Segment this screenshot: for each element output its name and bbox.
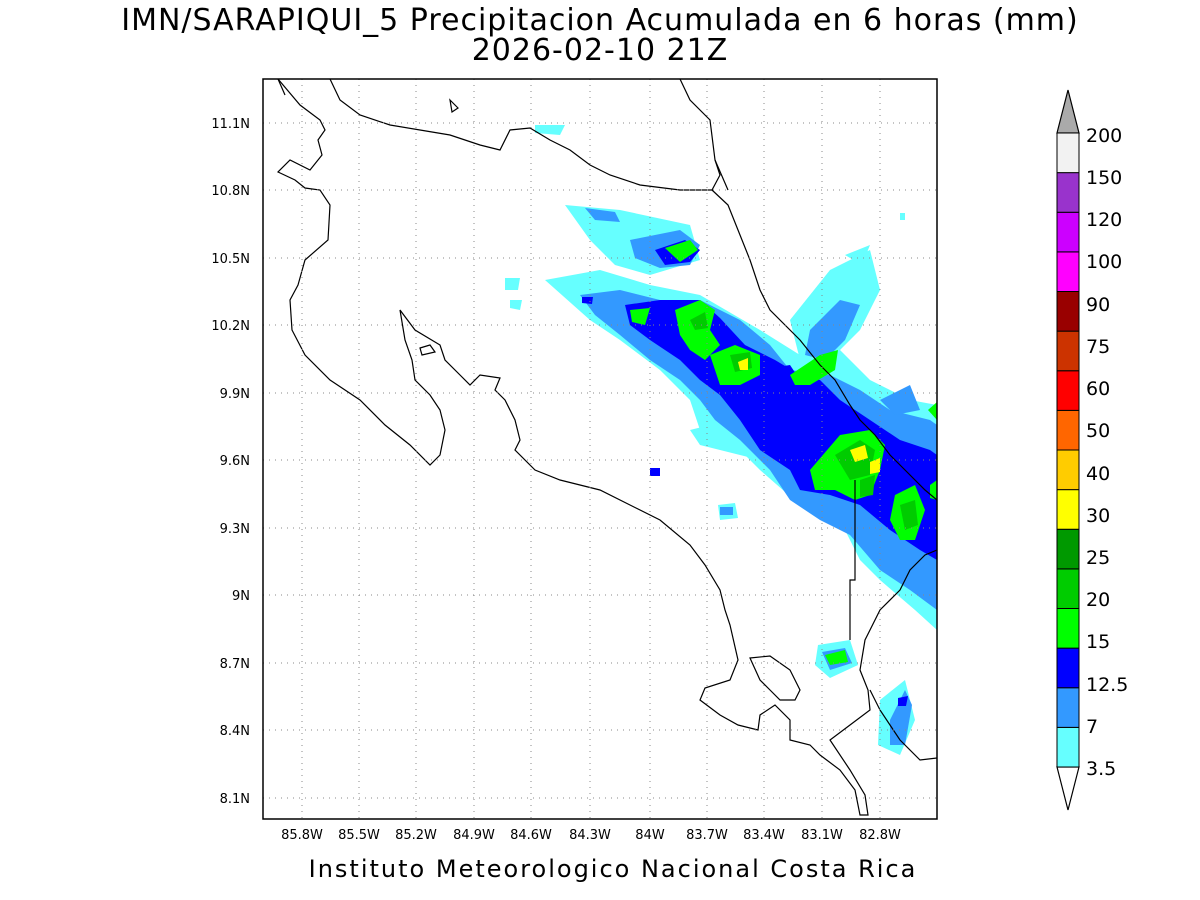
- lat-tick-label: 8.4N: [220, 724, 250, 739]
- colorbar-bottom-arrow: [1056, 766, 1080, 811]
- colorbar-label: 75: [1086, 336, 1110, 358]
- colorbar-label: 7: [1086, 716, 1098, 738]
- colorbar-swatch: [1056, 647, 1080, 689]
- colorbar-swatch: [1056, 528, 1080, 570]
- lat-tick-label: 8.7N: [220, 657, 250, 672]
- colorbar-label: 30: [1086, 505, 1110, 527]
- lat-tick-label: 9N: [232, 589, 250, 604]
- precipitation-field: [505, 125, 937, 755]
- colorbar-swatch: [1056, 251, 1080, 292]
- coastline: [276, 79, 937, 816]
- lon-tick-label: 84.6W: [510, 828, 552, 843]
- lon-tick-label: 82.8W: [859, 828, 901, 843]
- colorbar-swatch: [1056, 568, 1080, 609]
- lat-tick-label: 10.8N: [211, 184, 250, 199]
- latitude-labels: 11.1N 10.8N 10.5N 10.2N 9.9N 9.6N 9.3N 9…: [211, 117, 250, 807]
- colorbar-label: 40: [1086, 463, 1110, 485]
- colorbar-label: 12.5: [1086, 674, 1128, 696]
- colorbar-label: 150: [1086, 167, 1122, 189]
- colorbar-label: 200: [1086, 125, 1122, 147]
- lat-tick-label: 10.5N: [211, 252, 250, 267]
- colorbar-swatch: [1056, 687, 1080, 728]
- lat-tick-label: 9.9N: [220, 387, 250, 402]
- colorbar-swatch: [1056, 608, 1080, 649]
- lon-tick-label: 85.5W: [338, 828, 380, 843]
- lat-tick-label: 9.3N: [220, 522, 250, 537]
- lon-tick-label: 83.1W: [801, 828, 843, 843]
- colorbar-label: 120: [1086, 209, 1122, 231]
- lon-tick-label: 83.4W: [743, 828, 785, 843]
- colorbar: 3.5 7 12.5 15 20 25 30 40 50 60 75 90 10…: [1056, 89, 1128, 811]
- lon-tick-label: 84.9W: [453, 828, 495, 843]
- colorbar-swatch: [1056, 132, 1080, 174]
- colorbar-swatch: [1056, 449, 1080, 491]
- colorbar-top-arrow: [1056, 89, 1080, 134]
- map-title: IMN/SARAPIQUI_5 Precipitacion Acumulada …: [121, 3, 1079, 38]
- colorbar-label: 50: [1086, 420, 1110, 442]
- colorbar-swatch: [1056, 370, 1080, 411]
- lat-tick-label: 9.6N: [220, 454, 250, 469]
- colorbar-label: 90: [1086, 294, 1110, 316]
- lat-tick-label: 8.1N: [220, 792, 250, 807]
- longitude-labels: 85.8W 85.5W 85.2W 84.9W 84.6W 84.3W 84W …: [281, 828, 901, 843]
- colorbar-swatch: [1056, 172, 1080, 213]
- colorbar-swatch: [1056, 489, 1080, 530]
- colorbar-label: 60: [1086, 378, 1110, 400]
- map-datetime: 2026-02-10 21Z: [471, 33, 729, 68]
- colorbar-label: 15: [1086, 631, 1110, 653]
- colorbar-label: 20: [1086, 589, 1110, 611]
- colorbar-swatch: [1056, 409, 1080, 451]
- lon-tick-label: 84W: [635, 828, 665, 843]
- colorbar-swatch: [1056, 726, 1080, 768]
- colorbar-swatch: [1056, 330, 1080, 372]
- institution-footer: Instituto Meteorologico Nacional Costa R…: [308, 855, 918, 883]
- colorbar-swatch: [1056, 211, 1080, 253]
- colorbar-label: 100: [1086, 251, 1122, 273]
- colorbar-label: 25: [1086, 547, 1110, 569]
- lon-tick-label: 83.7W: [686, 828, 728, 843]
- map-gridlines: [263, 79, 937, 819]
- lat-tick-label: 10.2N: [211, 319, 250, 334]
- lon-tick-label: 84.3W: [569, 828, 611, 843]
- colorbar-label: 3.5: [1086, 758, 1116, 780]
- lon-tick-label: 85.8W: [281, 828, 323, 843]
- colorbar-swatch: [1056, 291, 1080, 332]
- lon-tick-label: 85.2W: [395, 828, 437, 843]
- lat-tick-label: 11.1N: [211, 117, 250, 132]
- map-frame: [262, 78, 938, 820]
